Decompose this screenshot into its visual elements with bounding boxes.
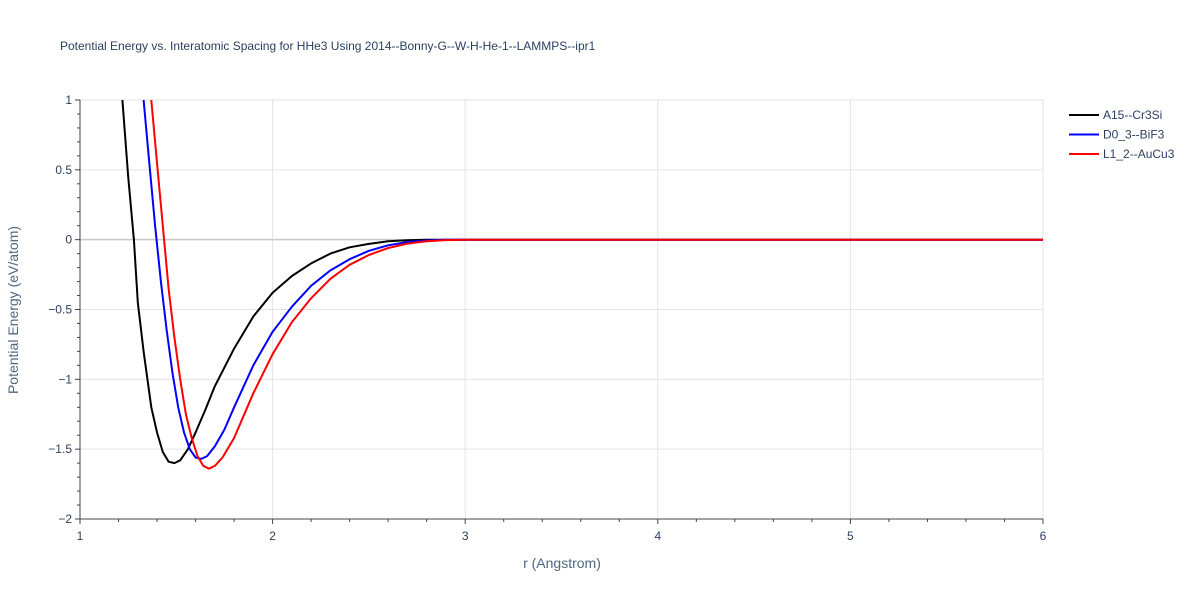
legend-item[interactable]: L1_2--AuCu3 xyxy=(1069,147,1175,161)
x-tick-label: 1 xyxy=(77,529,84,543)
axes: 1 2 3 4 5 6 1 0.5 0 −0.5 −1 −1.5 −2 xyxy=(48,93,1046,543)
x-tick-label: 6 xyxy=(1040,529,1047,543)
legend-label: D0_3--BiF3 xyxy=(1103,128,1165,142)
x-tick-label: 3 xyxy=(462,529,469,543)
series-line-D0_3--BiF3[interactable] xyxy=(142,100,1043,460)
legend-label: A15--Cr3Si xyxy=(1103,108,1162,122)
x-axis-title: r (Angstrom) xyxy=(523,555,601,571)
legend-item[interactable]: A15--Cr3Si xyxy=(1069,108,1162,122)
y-tick-label: 0.5 xyxy=(55,163,72,177)
y-tick-label: −1 xyxy=(58,372,72,386)
y-tick-label: 1 xyxy=(65,93,72,107)
chart-title: Potential Energy vs. Interatomic Spacing… xyxy=(60,39,596,53)
grid xyxy=(80,99,1044,519)
x-tick-label: 2 xyxy=(269,529,276,543)
legend-label: L1_2--AuCu3 xyxy=(1103,147,1175,161)
x-tick-label: 5 xyxy=(847,529,854,543)
series-line-A15--Cr3Si[interactable] xyxy=(121,100,1043,465)
y-tick-label: −0.5 xyxy=(48,303,72,317)
x-tick-label: 4 xyxy=(654,529,661,543)
plot-area[interactable] xyxy=(121,100,1043,470)
y-tick-label: −1.5 xyxy=(48,442,72,456)
y-tick-label: −2 xyxy=(58,512,72,526)
y-tick-label: 0 xyxy=(65,233,72,247)
y-axis-title: Potential Energy (eV/atom) xyxy=(5,226,21,394)
series-line-L1_2--AuCu3[interactable] xyxy=(150,100,1043,470)
legend-item[interactable]: D0_3--BiF3 xyxy=(1069,128,1165,142)
legend[interactable]: A15--Cr3Si D0_3--BiF3 L1_2--AuCu3 xyxy=(1069,108,1175,161)
